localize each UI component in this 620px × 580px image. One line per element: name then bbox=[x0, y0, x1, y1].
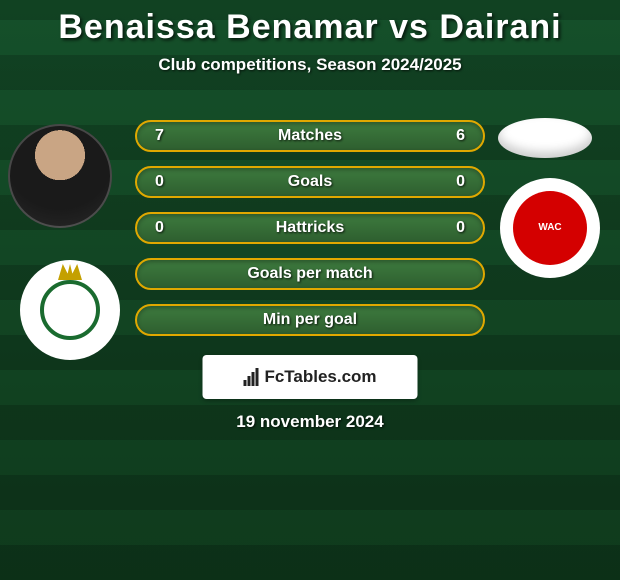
bar-chart-icon bbox=[243, 368, 258, 386]
stat-row-hattricks: 0 Hattricks 0 bbox=[135, 212, 485, 244]
subtitle: Club competitions, Season 2024/2025 bbox=[0, 55, 620, 75]
stat-row-min-per-goal: Min per goal bbox=[135, 304, 485, 336]
stat-left-value: 0 bbox=[155, 173, 164, 191]
brand-text: FcTables.com bbox=[264, 367, 376, 387]
date-text: 19 november 2024 bbox=[0, 412, 620, 432]
page-title: Benaissa Benamar vs Dairani bbox=[0, 0, 620, 47]
stat-right-value: 0 bbox=[456, 219, 465, 237]
stat-label: Min per goal bbox=[263, 311, 357, 329]
stat-label: Goals per match bbox=[247, 265, 372, 283]
stat-row-matches: 7 Matches 6 bbox=[135, 120, 485, 152]
wac-badge-icon: WAC bbox=[513, 191, 587, 265]
stat-left-value: 7 bbox=[155, 127, 164, 145]
stat-label: Goals bbox=[288, 173, 332, 191]
stat-row-goals-per-match: Goals per match bbox=[135, 258, 485, 290]
player-right-avatar bbox=[498, 118, 592, 158]
player-left-club-badge bbox=[20, 260, 120, 360]
stat-row-goals: 0 Goals 0 bbox=[135, 166, 485, 198]
brand-badge: FcTables.com bbox=[203, 355, 418, 399]
player-right-club-badge: WAC bbox=[500, 178, 600, 278]
stat-right-value: 0 bbox=[456, 173, 465, 191]
stat-right-value: 6 bbox=[456, 127, 465, 145]
stat-label: Matches bbox=[278, 127, 342, 145]
stat-rows: 7 Matches 6 0 Goals 0 0 Hattricks 0 Goal… bbox=[135, 120, 485, 350]
stat-left-value: 0 bbox=[155, 219, 164, 237]
player-left-avatar bbox=[8, 124, 112, 228]
stat-label: Hattricks bbox=[276, 219, 344, 237]
crown-shield-icon bbox=[40, 280, 100, 340]
